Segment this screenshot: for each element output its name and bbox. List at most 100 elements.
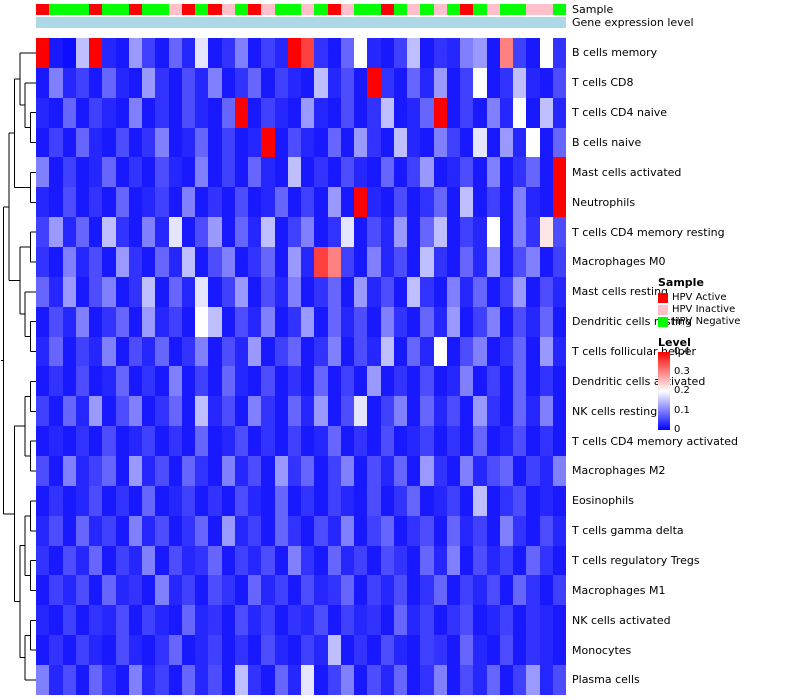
- heatmap-cell: [142, 187, 156, 218]
- heatmap-cell: [539, 545, 553, 576]
- legend-tick-label: 0.2: [674, 385, 690, 396]
- heatmap-cell: [102, 605, 116, 636]
- heatmap-cell: [327, 217, 341, 248]
- heatmap-cell: [354, 247, 368, 277]
- heatmap-cell: [115, 575, 129, 606]
- heatmap-cell: [340, 605, 354, 636]
- sample-annotation-cell: [367, 4, 381, 15]
- heatmap-cell: [89, 545, 103, 576]
- heatmap-cell: [460, 38, 474, 68]
- heatmap-cell: [274, 127, 288, 158]
- heatmap-row: [36, 665, 566, 695]
- heatmap-cell: [340, 485, 354, 516]
- heatmap-cell: [499, 545, 513, 576]
- heatmap-cell: [75, 217, 89, 248]
- heatmap-cell: [526, 426, 540, 457]
- heatmap-cell: [49, 545, 63, 576]
- heatmap-cell: [486, 426, 500, 457]
- heatmap-cell: [195, 217, 209, 248]
- heatmap-cell: [115, 217, 129, 248]
- heatmap-cell: [62, 396, 76, 427]
- heatmap-cell: [49, 127, 63, 158]
- heatmap-cell: [128, 456, 142, 486]
- heatmap-row: [36, 396, 566, 427]
- gene-expression-annotation-bar: [36, 17, 566, 28]
- heatmap-cell: [407, 605, 421, 636]
- sample-annotation-cell: [552, 4, 566, 15]
- heatmap-cell: [49, 97, 63, 128]
- heatmap-cell: [221, 127, 235, 158]
- heatmap-cell: [433, 515, 447, 546]
- heatmap-cell: [393, 665, 407, 695]
- heatmap-cell: [287, 67, 301, 98]
- heatmap-cell: [102, 635, 116, 666]
- heatmap-cell: [155, 635, 169, 666]
- heatmap-cell: [168, 38, 182, 68]
- heatmap-cell: [314, 217, 328, 248]
- heatmap-cell: [234, 366, 248, 397]
- heatmap-cell: [433, 247, 447, 277]
- heatmap-cell: [195, 605, 209, 636]
- heatmap-cell: [393, 545, 407, 576]
- heatmap-cell: [221, 515, 235, 546]
- heatmap-cell: [208, 38, 222, 68]
- heatmap-cell: [367, 396, 381, 427]
- heatmap-cell: [526, 127, 540, 158]
- heatmap-cell: [89, 97, 103, 128]
- heatmap-cell: [513, 515, 527, 546]
- heatmap-cell: [234, 575, 248, 606]
- heatmap-cell: [142, 485, 156, 516]
- heatmap-cell: [62, 38, 76, 68]
- heatmap-cell: [446, 485, 460, 516]
- heatmap-cell: [142, 575, 156, 606]
- heatmap-cell: [539, 247, 553, 277]
- heatmap-cell: [513, 485, 527, 516]
- heatmap-cell: [354, 635, 368, 666]
- heatmap-cell: [552, 635, 566, 666]
- heatmap-cell: [287, 336, 301, 367]
- sample-annotation-cell: [460, 4, 474, 15]
- legend-swatch: [658, 316, 668, 327]
- heatmap-cell: [62, 485, 76, 516]
- heatmap-cell: [552, 665, 566, 695]
- heatmap-cell: [234, 635, 248, 666]
- heatmap-cell: [287, 247, 301, 277]
- heatmap-cell: [354, 97, 368, 128]
- heatmap-cell: [274, 575, 288, 606]
- heatmap-cell: [274, 38, 288, 68]
- heatmap-cell: [380, 456, 394, 486]
- heatmap-cell: [367, 456, 381, 486]
- heatmap-cell: [460, 665, 474, 695]
- row-label: Mast cells resting: [572, 285, 669, 299]
- heatmap-cell: [460, 157, 474, 188]
- heatmap-cell: [49, 605, 63, 636]
- heatmap-cell: [62, 366, 76, 397]
- heatmap-cell: [115, 605, 129, 636]
- heatmap-cell: [407, 187, 421, 218]
- heatmap-cell: [552, 485, 566, 516]
- heatmap-cell: [446, 187, 460, 218]
- heatmap-cell: [380, 515, 394, 546]
- heatmap-cell: [195, 575, 209, 606]
- heatmap-cell: [327, 515, 341, 546]
- heatmap-cell: [552, 187, 566, 218]
- heatmap-cell: [327, 276, 341, 307]
- heatmap-cell: [327, 575, 341, 606]
- sample-annotation-cell: [407, 4, 421, 15]
- heatmap-cell: [102, 575, 116, 606]
- heatmap-cell: [340, 396, 354, 427]
- heatmap-cell: [393, 575, 407, 606]
- heatmap-row: [36, 336, 566, 367]
- heatmap-cell: [393, 426, 407, 457]
- heatmap-cell: [168, 545, 182, 576]
- heatmap-cell: [36, 67, 50, 98]
- heatmap-cell: [327, 336, 341, 367]
- heatmap-cell: [446, 38, 460, 68]
- heatmap-cell: [340, 187, 354, 218]
- legend-sample-items: HPV Active HPV Inactive HPV Negative: [658, 292, 740, 327]
- row-label: Dendritic cells activated: [572, 374, 706, 388]
- heatmap-cell: [340, 515, 354, 546]
- heatmap-cell: [287, 157, 301, 188]
- heatmap-cell: [248, 515, 262, 546]
- heatmap-cell: [486, 217, 500, 248]
